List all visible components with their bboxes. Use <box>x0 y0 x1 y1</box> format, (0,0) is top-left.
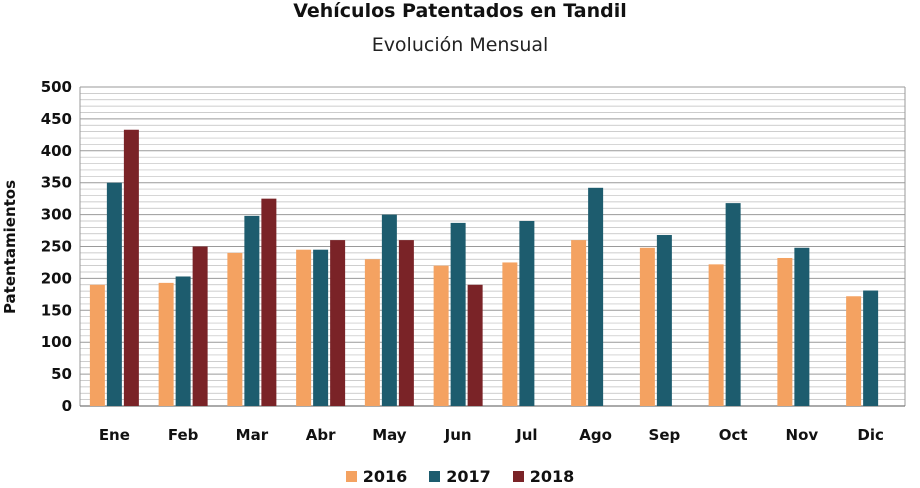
y-tick-label: 200 <box>41 269 72 287</box>
y-tick-label: 500 <box>41 78 72 96</box>
x-tick-label: Mar <box>236 426 269 444</box>
bar-2017-Ago <box>588 187 604 406</box>
legend: 2016 2017 2018 <box>0 467 920 486</box>
bar-2016-Ago <box>571 240 587 406</box>
x-tick-label: Sep <box>649 426 681 444</box>
bar-2017-Jun <box>450 222 466 406</box>
y-tick-label: 100 <box>41 333 72 351</box>
bars <box>89 129 879 406</box>
bar-2016-Jul <box>502 262 518 406</box>
x-tick-label: Jun <box>444 426 472 444</box>
bar-2018-Abr <box>330 240 346 406</box>
bar-2016-May <box>364 259 380 406</box>
x-tick-label: Nov <box>786 426 819 444</box>
x-tick-label: Dic <box>857 426 883 444</box>
y-tick-label: 50 <box>51 365 72 383</box>
bar-2017-May <box>381 214 397 406</box>
x-axis-ticks: Ene Feb Mar Abr May Jun Jul Ago Sep Oct Nov Dic <box>99 426 884 444</box>
bar-chart: 0 50 100 150 200 250 300 350 400 450 500 Ene Feb Mar… <box>1 78 906 444</box>
bar-2018-Mar <box>261 198 277 406</box>
gridlines <box>79 86 906 407</box>
legend-label: 2017 <box>446 467 491 486</box>
y-tick-label: 150 <box>41 301 72 319</box>
bar-2016-Ene <box>89 284 105 406</box>
bar-2017-Ene <box>106 182 122 406</box>
legend-label: 2018 <box>529 467 575 486</box>
x-tick-label: May <box>372 426 407 444</box>
legend-swatch <box>345 471 357 482</box>
legend-label: 2016 <box>362 467 408 486</box>
x-tick-label: Feb <box>168 426 199 444</box>
bar-2018-Jun <box>467 284 483 406</box>
y-axis-label: Patentamientos <box>1 180 19 314</box>
x-tick-label: Ago <box>579 426 612 444</box>
bar-2016-Nov <box>777 257 793 406</box>
bar-2017-Sep <box>656 235 672 406</box>
bar-2017-Mar <box>244 215 260 406</box>
x-tick-label: Abr <box>306 426 336 444</box>
bar-2018-Feb <box>192 246 208 406</box>
y-tick-label: 0 <box>62 397 72 415</box>
chart-title: Vehículos Patentados en Tandil <box>293 0 627 22</box>
legend-item-2016: 2016 <box>345 467 408 486</box>
bar-2017-Dic <box>863 290 879 406</box>
y-tick-label: 350 <box>41 174 72 192</box>
bar-2017-Nov <box>794 247 810 406</box>
bar-2017-Jul <box>519 220 535 406</box>
legend-item-2018: 2018 <box>512 467 575 486</box>
legend-swatch <box>512 471 524 482</box>
legend-item-2017: 2017 <box>429 467 491 486</box>
bar-2016-Oct <box>708 264 724 406</box>
chart-subtitle: Evolución Mensual <box>371 34 549 56</box>
legend-swatch <box>429 471 441 482</box>
y-tick-label: 400 <box>41 142 72 160</box>
bar-2016-Feb <box>158 282 174 406</box>
bar-2016-Dic <box>846 296 862 406</box>
y-tick-label: 250 <box>41 238 72 256</box>
y-tick-label: 450 <box>41 110 72 128</box>
x-tick-label: Ene <box>99 426 130 444</box>
bar-2018-May <box>398 240 414 406</box>
bar-2017-Oct <box>725 203 741 406</box>
bar-2017-Feb <box>175 276 191 406</box>
bar-2016-Abr <box>296 249 312 406</box>
bar-2016-Mar <box>227 252 243 406</box>
bar-2016-Sep <box>639 247 655 406</box>
bar-2017-Abr <box>313 249 329 406</box>
bar-2018-Ene <box>123 129 139 406</box>
x-tick-label: Oct <box>719 426 748 444</box>
y-tick-label: 300 <box>41 206 72 224</box>
y-axis-ticks: 0 50 100 150 200 250 300 350 400 450 500 <box>41 78 72 415</box>
bar-2016-Jun <box>433 265 449 406</box>
x-tick-label: Jul <box>515 426 537 444</box>
